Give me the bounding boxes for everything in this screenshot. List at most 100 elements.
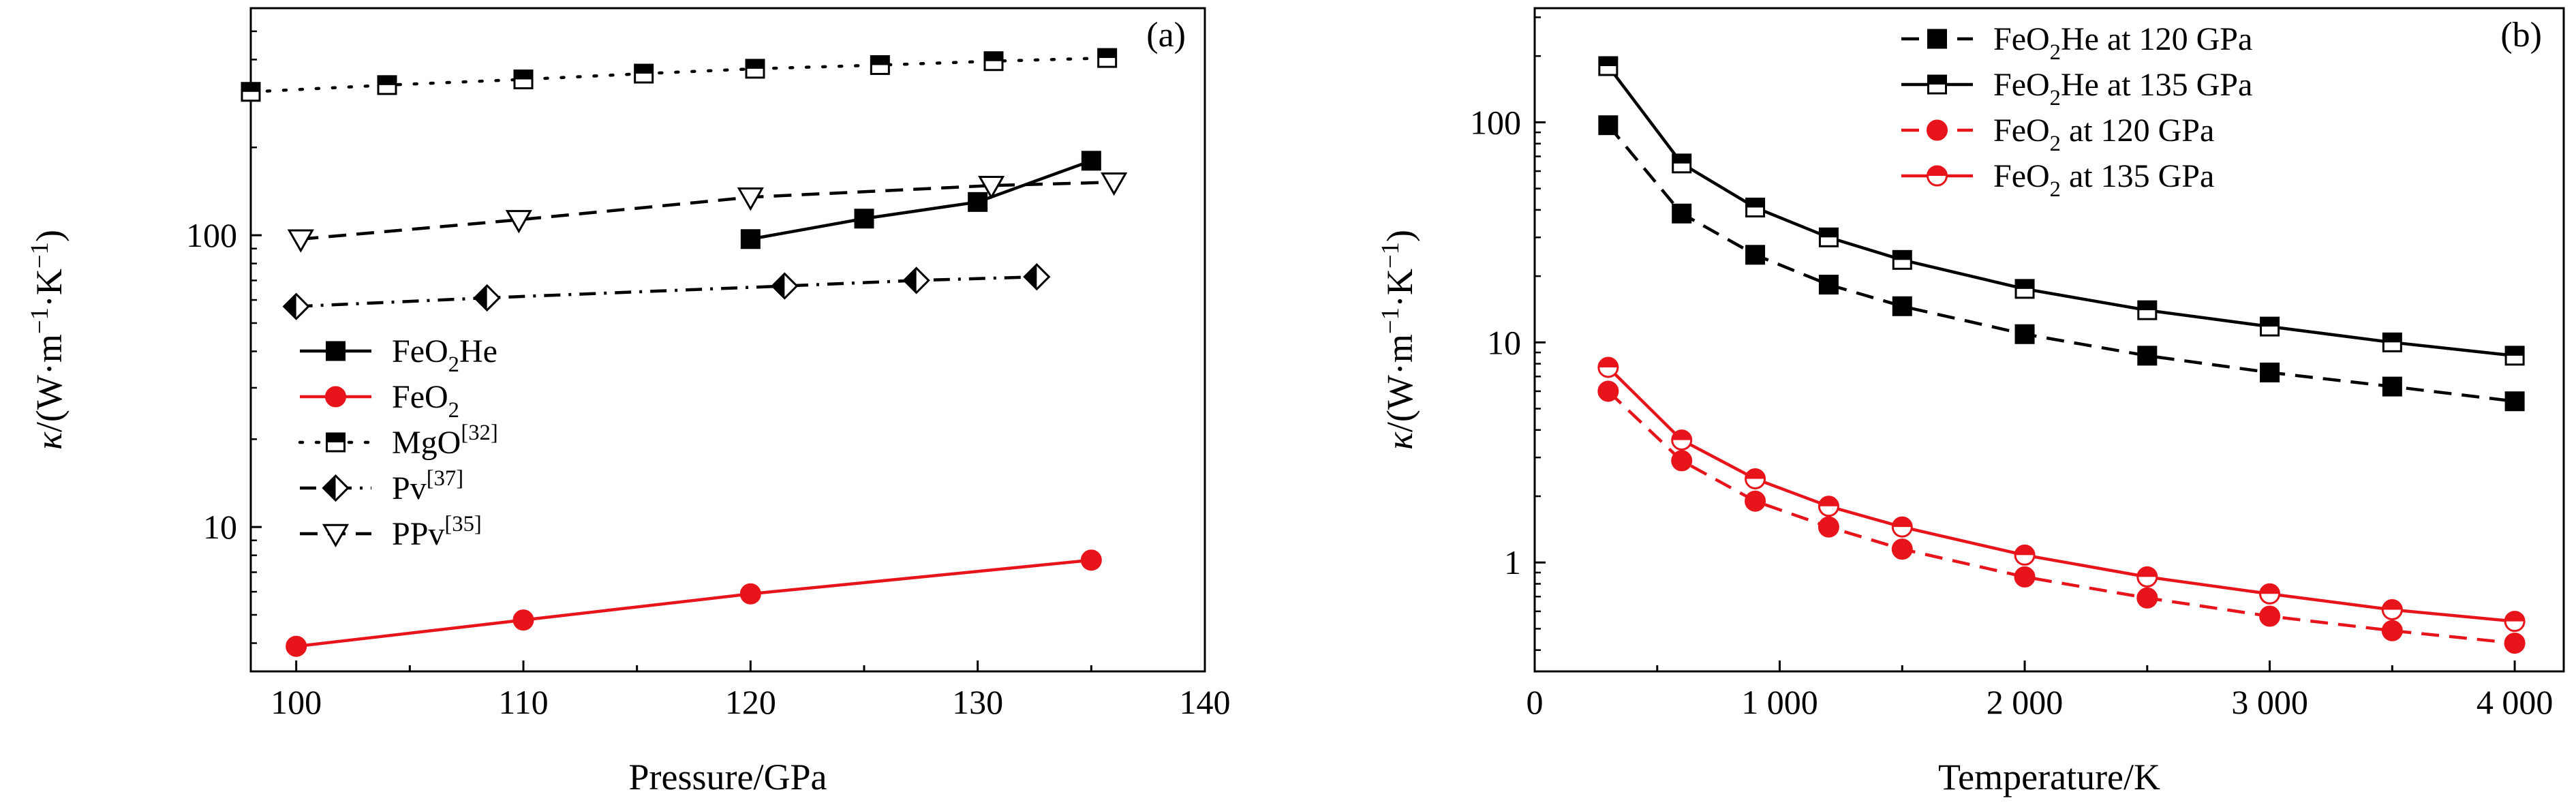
x-tick-label: 4 000 (2477, 683, 2554, 721)
legend-label: Pv[37] (392, 466, 463, 506)
data-point (2260, 362, 2280, 382)
legend-label: MgO[32] (392, 421, 498, 461)
data-point (745, 59, 765, 79)
data-point (870, 55, 890, 75)
data-point (1818, 496, 1839, 517)
data-point (1023, 263, 1051, 291)
data-point (1672, 153, 1692, 174)
x-axis-title: Temperature/K (1938, 757, 2160, 798)
legend-item: FeO2He (300, 333, 497, 377)
data-point (1081, 151, 1101, 171)
legend-label: PPv[35] (392, 512, 482, 552)
series-0 (1598, 115, 2525, 412)
x-tick-label: 0 (1527, 683, 1544, 721)
series-line (296, 558, 1092, 648)
legend-label: FeO2 at 120 GPa (1993, 112, 2214, 156)
x-tick-label: 1 000 (1741, 683, 1818, 721)
data-point (771, 272, 799, 300)
y-tick-label: 1 (1504, 543, 1521, 581)
chart-panel-a: 100 110 120 130 140 10 100 Pressure/GPa κ/(W·m−1… (25, 7, 1231, 798)
data-point (241, 82, 261, 102)
chart-panel-b: 0 1 000 2 000 3 000 4 000 1 10 100 Temperature/K… (1376, 7, 2565, 798)
data-point (978, 175, 1005, 200)
data-point (1671, 429, 1693, 451)
data-point (2260, 316, 2280, 337)
series-line (750, 159, 1092, 241)
data-point (1598, 115, 1619, 136)
legend-item: FeO2 (300, 379, 459, 423)
x-tick-label: 130 (952, 683, 1003, 721)
legend-item: Pv[37] (300, 466, 463, 506)
data-point (505, 210, 532, 234)
y-axis-title-text: κ/(W·m−1·K−1) (1376, 230, 1420, 450)
data-point (2014, 324, 2035, 344)
data-point (473, 284, 501, 312)
plot-frame (1533, 7, 2565, 673)
legend-marker (1927, 165, 1948, 187)
y-tick-label: 10 (1487, 323, 1521, 361)
data-point (2014, 279, 2035, 299)
data-point (2504, 633, 2526, 654)
data-point (2014, 566, 2036, 588)
data-point (1597, 380, 1619, 402)
data-point (512, 609, 534, 631)
data-point (1672, 203, 1692, 224)
legend-marker (1927, 74, 1947, 95)
series-4 (287, 172, 1128, 253)
data-point (1598, 56, 1619, 76)
data-point (2504, 391, 2525, 412)
data-point (2504, 346, 2525, 366)
legend-marker (326, 432, 346, 453)
data-point (2381, 620, 2403, 641)
legend-item: PPv[35] (300, 512, 482, 552)
data-point (2381, 599, 2403, 621)
x-tick-label: 110 (498, 683, 548, 721)
data-point (1745, 468, 1766, 489)
series-line (1607, 366, 2515, 623)
data-point (854, 209, 874, 229)
series-1 (286, 549, 1102, 657)
data-point (1818, 227, 1839, 247)
data-point (902, 267, 930, 294)
legend-item: FeO2 at 135 GPa (1901, 158, 2214, 202)
plot-frame (249, 7, 1206, 673)
legend-marker (1927, 29, 1947, 49)
data-point (739, 583, 761, 605)
data-point (1671, 450, 1693, 472)
data-point (287, 229, 314, 253)
series-2 (241, 48, 1118, 102)
data-point (1818, 516, 1839, 538)
series-line (1607, 390, 2515, 645)
legend-marker (322, 523, 350, 548)
panel-label: (b) (2500, 16, 2542, 55)
data-point (282, 292, 310, 320)
data-point (513, 70, 534, 90)
data-point (740, 229, 761, 249)
data-point (2136, 587, 2158, 609)
data-point (1891, 538, 1913, 560)
legend-marker (322, 474, 350, 502)
x-tick-label: 3 000 (2231, 683, 2308, 721)
x-tick-label: 100 (271, 683, 322, 721)
data-point (1080, 549, 1102, 571)
data-point (2382, 376, 2402, 397)
series-0 (740, 151, 1101, 249)
data-point (1891, 516, 1913, 538)
series-3 (282, 263, 1051, 320)
data-point (1101, 172, 1128, 196)
data-point (2504, 611, 2526, 633)
series-1 (1598, 56, 2525, 366)
data-point (1818, 275, 1839, 295)
legend-label: FeO2 (392, 379, 459, 423)
legend-label: FeO2 at 135 GPa (1993, 158, 2214, 202)
data-point (1892, 296, 1912, 316)
series-line (1607, 65, 2515, 358)
data-point (2136, 566, 2158, 588)
legend-item: MgO[32] (298, 421, 498, 461)
data-point (2259, 583, 2281, 605)
series-line (1607, 124, 2515, 403)
data-point (968, 192, 988, 212)
